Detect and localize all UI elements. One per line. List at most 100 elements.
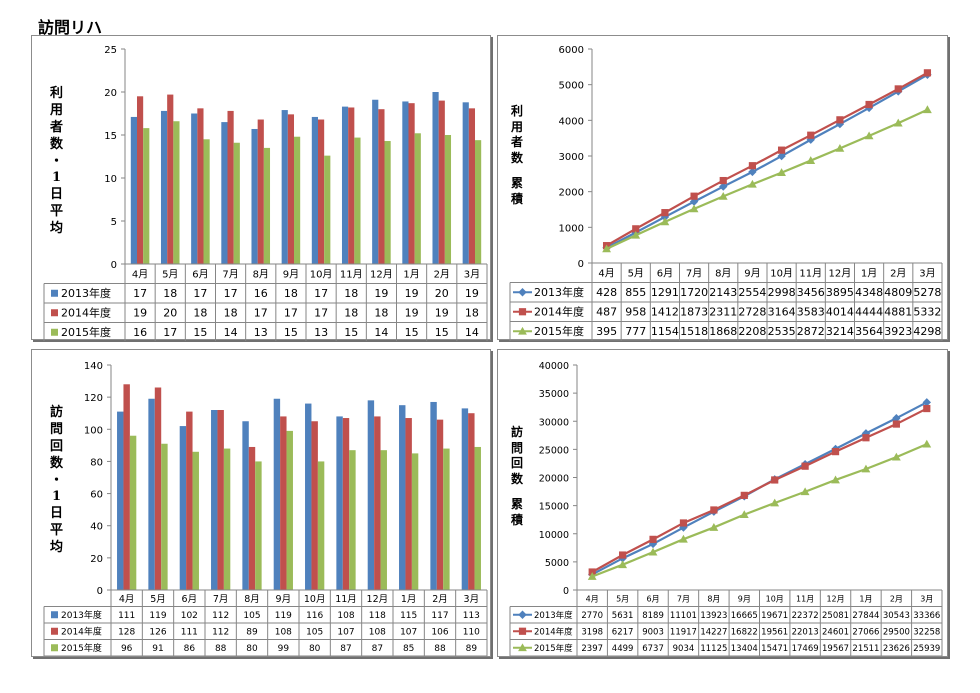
bar-s0-6: [311, 116, 318, 264]
y-axis-label-char-3: 数: [511, 150, 524, 165]
x-tick-label-2: 6月: [192, 269, 208, 281]
data-label-s1-0: 3198: [581, 627, 603, 637]
bar-s2-6: [324, 155, 331, 264]
data-label-s0-0: 17: [133, 287, 147, 300]
data-label-s2-5: 99: [278, 644, 290, 654]
bar-s0-4: [251, 128, 258, 264]
data-label-s2-9: 21511: [852, 644, 879, 654]
bar-s0-2: [191, 113, 198, 264]
data-label-s0-7: 18: [344, 287, 358, 300]
bar-s2-5: [294, 136, 301, 264]
data-label-s1-9: 107: [400, 627, 417, 637]
data-label-s0-9: 4348: [855, 286, 883, 299]
x-tick-label-4: 8月: [715, 268, 731, 280]
legend-label-1: 2014年度: [534, 626, 573, 637]
data-label-s2-11: 14: [465, 326, 479, 339]
data-label-s1-9: 19: [405, 307, 419, 320]
y-tick-label-2: 10: [104, 174, 117, 185]
x-tick-label-6: 10月: [770, 268, 793, 280]
y-tick-label-6: 30000: [539, 417, 569, 428]
x-tick-label-7: 11月: [796, 594, 814, 603]
point-s0-4: [719, 182, 728, 191]
bar-s1-6: [311, 421, 318, 590]
y-axis-label-char-3: 数: [50, 455, 64, 471]
data-label-s0-5: 18: [284, 287, 298, 300]
y-tick-label-0: 0: [97, 586, 103, 597]
point-s1-3: [690, 192, 698, 200]
data-label-s2-11: 89: [466, 644, 478, 654]
point-s1-5: [748, 162, 757, 170]
legend-label-1: 2014年度: [534, 305, 584, 319]
bar-s0-11: [462, 102, 469, 264]
bar-s2-0: [129, 435, 137, 590]
data-label-s1-1: 126: [149, 627, 166, 637]
y-tick-label-3: 3000: [559, 152, 584, 163]
legend-key-1: [51, 627, 58, 635]
bar-s2-10: [443, 448, 450, 590]
data-label-s0-10: 30543: [883, 611, 910, 621]
data-label-s0-4: 16: [254, 287, 268, 300]
data-label-s0-1: 5631: [612, 611, 634, 621]
data-label-s0-10: 4809: [884, 286, 912, 299]
data-label-s2-7: 2872: [797, 325, 825, 338]
data-label-s1-6: 19561: [761, 627, 788, 637]
x-tick-label-4: 8月: [707, 594, 720, 603]
data-label-s0-3: 1720: [680, 286, 708, 299]
data-label-s1-7: 22013: [792, 627, 819, 637]
data-label-s2-9: 85: [403, 644, 414, 654]
data-label-s0-10: 117: [431, 611, 448, 621]
data-label-s2-11: 25939: [913, 644, 940, 654]
bar-s1-2: [197, 108, 204, 264]
x-tick-label-3: 7月: [677, 594, 690, 603]
x-tick-label-9: 1月: [861, 268, 877, 280]
point-s2-2: [648, 547, 658, 556]
data-table-grid: [43, 263, 488, 341]
legend-label-2: 2015年度: [61, 642, 102, 654]
data-label-s1-11: 18: [465, 307, 479, 320]
data-label-s1-3: 18: [224, 307, 238, 320]
data-label-s1-1: 20: [163, 307, 177, 320]
bar-s0-10: [432, 92, 439, 264]
data-label-s2-4: 13: [254, 326, 268, 339]
data-label-s1-10: 29500: [883, 627, 910, 637]
data-label-s1-8: 4014: [826, 306, 854, 319]
bar-s0-9: [402, 101, 409, 265]
data-label-s2-2: 6737: [642, 644, 664, 654]
point-s1-2: [649, 535, 657, 543]
y-axis-label-char-4: ・: [50, 472, 64, 488]
y-tick-label-5: 25000: [539, 445, 569, 456]
x-tick-label-9: 1月: [859, 594, 872, 603]
point-s2-0: [602, 244, 611, 253]
data-label-s1-1: 958: [625, 306, 646, 319]
data-label-s2-6: 2535: [768, 325, 796, 338]
point-s1-10: [894, 85, 902, 93]
bar-s2-1: [161, 443, 168, 590]
data-label-s0-8: 25081: [822, 611, 849, 621]
data-label-s2-3: 14: [224, 326, 238, 339]
data-label-s2-5: 2208: [738, 325, 766, 338]
point-s1-6: [771, 476, 779, 484]
x-tick-label-0: 4月: [132, 269, 148, 281]
y-tick-label-8: 40000: [539, 361, 569, 372]
bar-s2-4: [263, 147, 271, 264]
bar-s1-9: [405, 418, 412, 590]
point-s1-5: [740, 491, 748, 499]
bar-s1-2: [186, 411, 193, 590]
data-label-s1-11: 32258: [913, 627, 940, 637]
bar-s2-4: [255, 461, 262, 590]
bar-s2-11: [474, 446, 481, 590]
bar-s2-2: [203, 139, 210, 264]
y-tick-label-1: 5: [111, 217, 117, 228]
data-label-s2-9: 15: [405, 326, 419, 339]
x-tick-label-1: 5月: [162, 269, 178, 281]
y-axis-label-char-2: 回: [50, 438, 64, 454]
data-label-s0-3: 17: [224, 287, 238, 300]
data-label-s0-6: 19671: [761, 611, 788, 621]
point-s0-10: [892, 413, 901, 423]
data-label-s2-4: 11125: [700, 644, 727, 654]
y-axis-label-char-0: 訪: [50, 405, 64, 420]
y-axis-label-char-8: 均: [50, 540, 64, 556]
data-label-s0-2: 8189: [642, 611, 664, 621]
bar-s1-8: [374, 416, 381, 590]
